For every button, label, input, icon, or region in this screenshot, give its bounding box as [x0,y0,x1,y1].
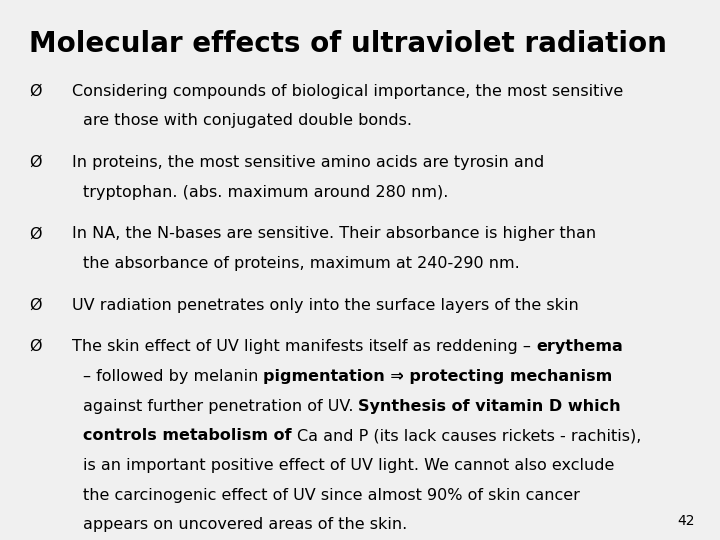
Text: Ø: Ø [29,155,41,170]
Text: Synthesis of vitamin D which: Synthesis of vitamin D which [359,399,621,414]
Text: controls metabolism of: controls metabolism of [83,428,297,443]
Text: is an important positive effect of UV light. We cannot also exclude: is an important positive effect of UV li… [83,458,614,473]
Text: Ø: Ø [29,84,41,99]
Text: Ø: Ø [29,339,41,354]
Text: – followed by melanin: – followed by melanin [83,369,264,384]
Text: In NA, the N-bases are sensitive. Their absorbance is higher than: In NA, the N-bases are sensitive. Their … [72,226,596,241]
Text: pigmentation ⇒ protecting mechanism: pigmentation ⇒ protecting mechanism [264,369,613,384]
Text: Ø: Ø [29,298,41,313]
Text: the carcinogenic effect of UV since almost 90% of skin cancer: the carcinogenic effect of UV since almo… [83,488,580,503]
Text: UV radiation penetrates only into the surface layers of the skin: UV radiation penetrates only into the su… [72,298,579,313]
Text: In proteins, the most sensitive amino acids are tyrosin and: In proteins, the most sensitive amino ac… [72,155,544,170]
Text: appears on uncovered areas of the skin.: appears on uncovered areas of the skin. [83,517,407,532]
Text: against further penetration of UV.: against further penetration of UV. [83,399,359,414]
Text: tryptophan. (abs. maximum around 280 nm).: tryptophan. (abs. maximum around 280 nm)… [83,185,448,200]
Text: Ø: Ø [29,226,41,241]
Text: Considering compounds of biological importance, the most sensitive: Considering compounds of biological impo… [72,84,624,99]
Text: are those with conjugated double bonds.: are those with conjugated double bonds. [83,113,412,129]
Text: Ca and P (its lack causes rickets - rachitis),: Ca and P (its lack causes rickets - rach… [297,428,642,443]
Text: the absorbance of proteins, maximum at 240-290 nm.: the absorbance of proteins, maximum at 2… [83,256,520,271]
Text: Molecular effects of ultraviolet radiation: Molecular effects of ultraviolet radiati… [29,30,667,58]
Text: erythema: erythema [536,339,623,354]
Text: 42: 42 [678,514,695,528]
Text: The skin effect of UV light manifests itself as reddening –: The skin effect of UV light manifests it… [72,339,536,354]
